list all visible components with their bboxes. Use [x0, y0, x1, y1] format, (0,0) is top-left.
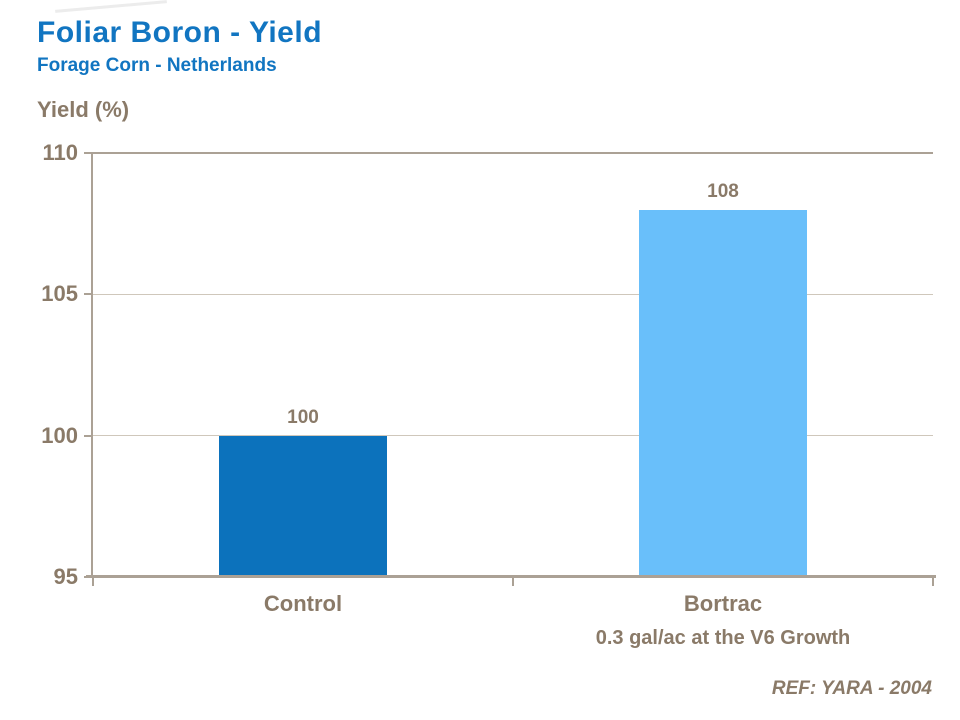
- chart-title: Foliar Boron - Yield: [37, 16, 323, 49]
- y-tick-label: 110: [42, 140, 79, 165]
- bar-value-label: 108: [707, 180, 739, 202]
- y-tick-mark: [84, 434, 93, 437]
- plot-top-border: [93, 152, 933, 154]
- y-tick-mark: [84, 152, 93, 154]
- x-category-label: Control: [263, 591, 343, 616]
- x-tick-mark: [512, 578, 514, 586]
- decorative-swoosh: [55, 0, 167, 13]
- bar-bortrac: [639, 209, 807, 577]
- y-tick-mark: [84, 293, 93, 296]
- y-axis-title: Yield (%): [37, 97, 130, 122]
- x-tick-mark: [92, 578, 94, 586]
- y-axis-line: [91, 153, 93, 577]
- bar-value-label: 100: [287, 406, 319, 428]
- x-category-sublabel: 0.3 gal/ac at the V6 Growth: [595, 627, 851, 649]
- y-tick-label: 100: [41, 422, 78, 448]
- y-tick-label: 95: [53, 564, 78, 589]
- x-axis-line: [86, 575, 936, 578]
- x-category-label: Bortrac: [683, 591, 763, 616]
- chart-subtitle: Forage Corn - Netherlands: [37, 55, 277, 76]
- y-tick-label: 105: [41, 281, 78, 307]
- bar-control: [219, 435, 387, 577]
- gridline: [93, 293, 933, 295]
- gridline: [93, 435, 933, 437]
- reference-note: REF: YARA - 2004: [771, 678, 932, 699]
- x-tick-mark: [932, 578, 934, 586]
